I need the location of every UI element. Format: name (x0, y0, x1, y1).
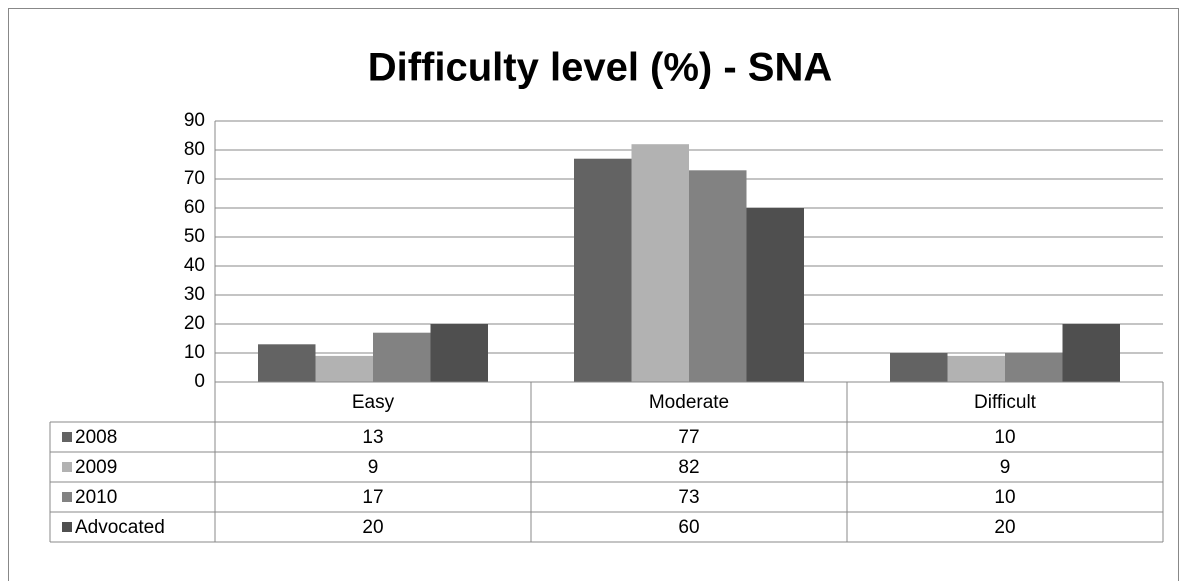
legend-label: 2010 (75, 487, 117, 508)
legend-swatch (62, 462, 72, 472)
bar (1062, 324, 1120, 382)
y-tick-label: 40 (184, 255, 205, 276)
bar (890, 353, 948, 382)
legend-label: Advocated (75, 517, 165, 538)
y-tick-label: 50 (184, 226, 205, 247)
legend-label: 2008 (75, 427, 117, 448)
y-tick-label: 70 (184, 168, 205, 189)
legend-swatch (62, 492, 72, 502)
table-value: 60 (678, 517, 699, 538)
y-tick-label: 10 (184, 342, 205, 363)
bar (746, 208, 804, 382)
x-tick-label: Easy (352, 392, 395, 413)
y-tick-label: 20 (184, 313, 205, 334)
bar (315, 355, 373, 382)
bar (947, 355, 1005, 382)
legend-swatch (62, 432, 72, 442)
table-value: 73 (678, 487, 699, 508)
y-tick-label: 30 (184, 284, 205, 305)
table-value: 17 (362, 487, 383, 508)
legend-swatch (62, 522, 72, 532)
y-tick-label: 80 (184, 139, 205, 160)
x-tick-label: Moderate (649, 392, 729, 413)
table-value: 9 (368, 457, 379, 478)
bar (1005, 353, 1063, 382)
y-tick-label: 0 (194, 371, 205, 392)
table-value: 10 (994, 427, 1015, 448)
bar (430, 324, 488, 382)
table-value: 13 (362, 427, 383, 448)
table-value: 9 (1000, 457, 1011, 478)
legend-label: 2009 (75, 457, 117, 478)
y-tick-label: 60 (184, 197, 205, 218)
table-value: 20 (994, 517, 1015, 538)
bar (373, 332, 431, 382)
table-value: 20 (362, 517, 383, 538)
bar (631, 144, 689, 382)
y-tick-label: 90 (184, 110, 205, 131)
bar (574, 158, 632, 382)
bar (258, 344, 316, 382)
bar (689, 170, 747, 382)
chart-title: Difficulty level (%) - SNA (368, 46, 833, 90)
x-tick-label: Difficult (974, 392, 1037, 413)
table-value: 77 (678, 427, 699, 448)
table-value: 82 (678, 457, 699, 478)
table-value: 10 (994, 487, 1015, 508)
